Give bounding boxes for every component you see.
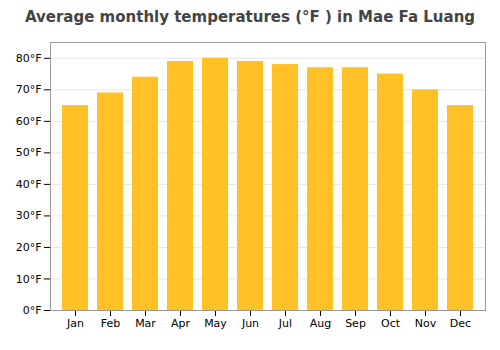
svg-text:Mar: Mar xyxy=(135,317,156,330)
svg-text:Jul: Jul xyxy=(278,317,292,330)
svg-text:0°F: 0°F xyxy=(23,304,42,317)
svg-text:May: May xyxy=(204,317,227,330)
svg-text:Feb: Feb xyxy=(101,317,120,330)
svg-text:30°F: 30°F xyxy=(16,209,42,222)
svg-text:Jan: Jan xyxy=(66,317,84,330)
svg-text:Nov: Nov xyxy=(415,317,437,330)
svg-text:40°F: 40°F xyxy=(16,178,42,191)
svg-text:10°F: 10°F xyxy=(16,272,42,285)
svg-text:Dec: Dec xyxy=(450,317,471,330)
html-text:Average monthly temperatures (: Average monthly temperatures (°F ) in Ma… xyxy=(24,8,476,26)
svg-text:Jun: Jun xyxy=(241,317,259,330)
svg-text:Apr: Apr xyxy=(171,317,191,330)
svg-text:20°F: 20°F xyxy=(16,241,42,254)
svg-text:60°F: 60°F xyxy=(16,115,42,128)
svg-text:Aug: Aug xyxy=(310,317,331,330)
svg-text:Oct: Oct xyxy=(381,317,401,330)
svg-text:50°F: 50°F xyxy=(16,146,42,159)
svg-text:70°F: 70°F xyxy=(16,83,42,96)
svg-text:80°F: 80°F xyxy=(16,52,42,65)
svg-text:Sep: Sep xyxy=(345,317,366,330)
